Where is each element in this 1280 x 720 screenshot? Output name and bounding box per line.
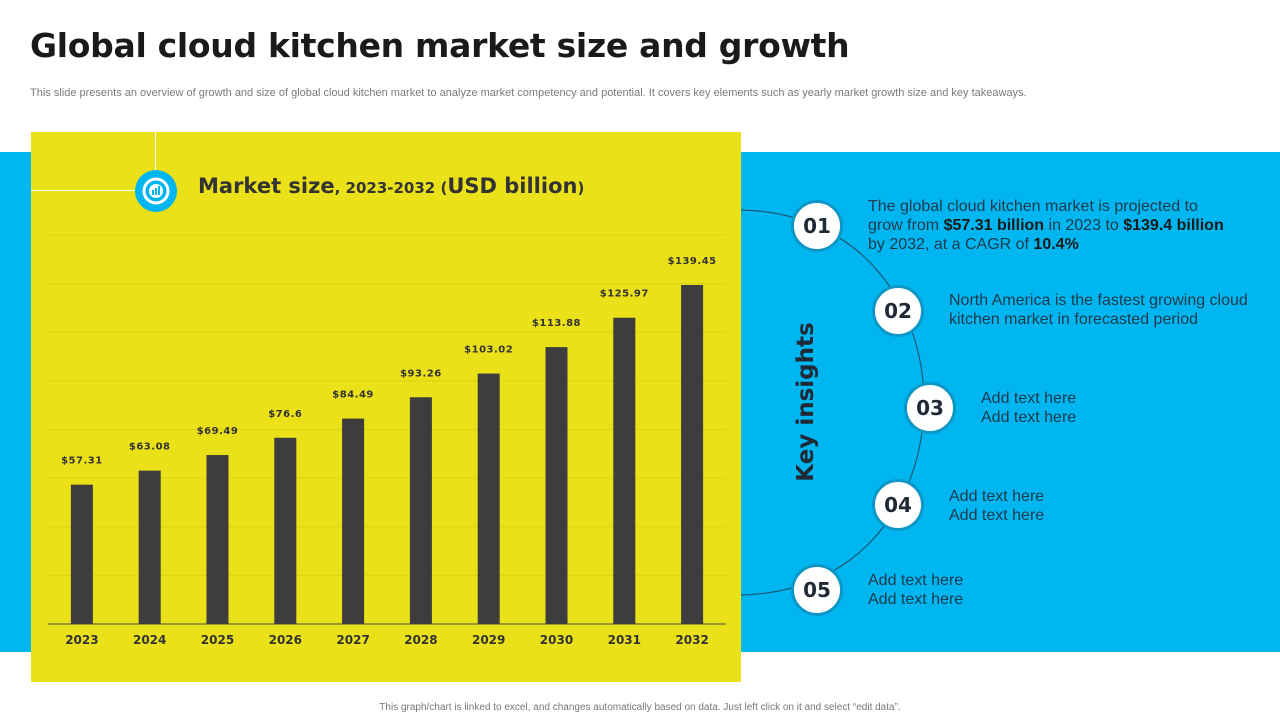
- x-tick-label-2026: 2026: [269, 633, 302, 647]
- insight-text-2: North America is the fastest growing clo…: [949, 292, 1248, 328]
- data-label-2031: $125.97: [600, 289, 649, 300]
- bar-2028: [409, 397, 432, 624]
- bar-2023: [70, 484, 93, 624]
- insight-text-3: Add text here Add text here: [981, 390, 1077, 426]
- x-tick-label-2028: 2028: [404, 633, 437, 647]
- bar-2030: [545, 347, 568, 624]
- bar-2031: [613, 317, 636, 624]
- x-tick-label-2023: 2023: [65, 633, 98, 647]
- bar-2029: [477, 373, 500, 624]
- data-label-2024: $63.08: [129, 442, 171, 453]
- data-label-2028: $93.26: [400, 368, 442, 379]
- bar-chart: $57.31 2023 $63.08 2024 $69.49 2025 $76.6 2026 $…: [48, 234, 726, 647]
- insight-number-2: 02: [872, 285, 924, 337]
- data-label-2023: $57.31: [61, 456, 103, 467]
- insight-number-1: 01: [791, 200, 843, 252]
- page-title: Global cloud kitchen market size and gro…: [30, 26, 850, 65]
- insight-text-1: The global cloud kitchen market is proje…: [868, 198, 1224, 253]
- bar-2025: [206, 455, 229, 624]
- insight-text-4: Add text here Add text here: [949, 488, 1045, 524]
- insight-number-4: 04: [872, 479, 924, 531]
- insights-arc-line: [740, 209, 925, 596]
- x-tick-label-2024: 2024: [133, 633, 166, 647]
- bar-2024: [138, 470, 161, 624]
- bar-2026: [274, 437, 297, 624]
- insight-number-5: 05: [791, 564, 843, 616]
- bar-2032: [681, 284, 704, 624]
- decor-line-vertical: [155, 132, 156, 191]
- page-subtitle: This slide presents an overview of growt…: [30, 87, 1027, 99]
- data-label-2030: $113.88: [532, 318, 581, 329]
- data-label-2025: $69.49: [197, 426, 239, 437]
- chart-title: Market size, 2023-2032 (USD billion): [198, 174, 584, 198]
- data-label-2026: $76.6: [268, 409, 302, 420]
- x-tick-label-2027: 2027: [336, 633, 369, 647]
- x-tick-label-2030: 2030: [540, 633, 573, 647]
- chart-title-close: ): [577, 179, 585, 197]
- x-tick-label-2025: 2025: [201, 633, 234, 647]
- bar-chart-icon: [135, 170, 177, 212]
- footer-note: This graph/chart is linked to excel, and…: [379, 702, 901, 713]
- insight-text-5: Add text here Add text here: [868, 572, 964, 608]
- x-tick-label-2032: 2032: [675, 633, 708, 647]
- insight-number-3: 03: [904, 382, 956, 434]
- x-tick-label-2029: 2029: [472, 633, 505, 647]
- key-insights-label: Key insights: [793, 322, 819, 482]
- data-label-2029: $103.02: [464, 345, 513, 356]
- x-tick-label-2031: 2031: [608, 633, 641, 647]
- decor-line-horizontal: [31, 190, 156, 191]
- chart-title-main: Market size: [198, 174, 335, 198]
- chart-title-unit: USD billion: [447, 174, 578, 198]
- data-label-2027: $84.49: [332, 390, 374, 401]
- data-label-2032: $139.45: [668, 256, 717, 267]
- chart-title-range: , 2023-2032 (: [334, 179, 448, 197]
- bar-2027: [342, 418, 365, 624]
